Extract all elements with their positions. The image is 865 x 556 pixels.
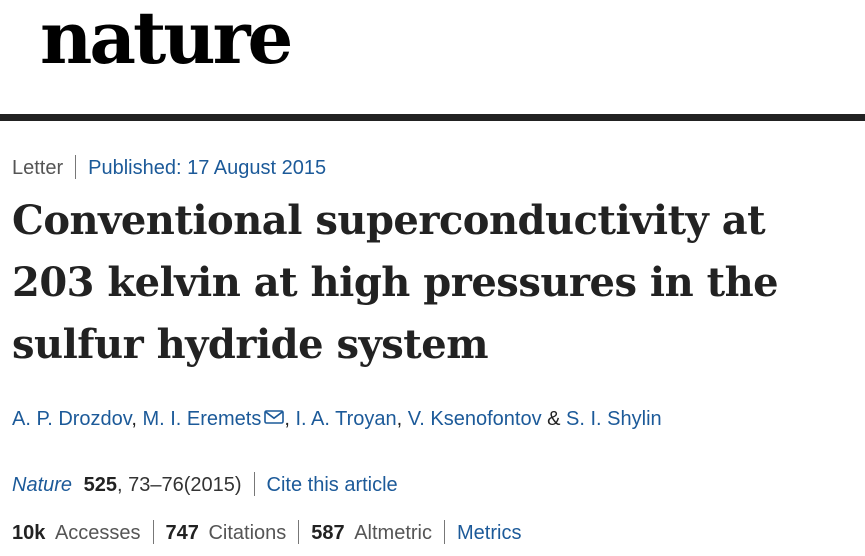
citations-label: Citations (208, 522, 287, 544)
journal-link[interactable]: Nature (12, 474, 73, 496)
author-separator: , (284, 408, 296, 430)
accesses-count: 10k (12, 522, 46, 544)
author-separator-last: & (541, 408, 567, 430)
divider (75, 154, 77, 179)
cite-this-article-link[interactable]: Cite this article (266, 474, 398, 496)
site-header: nature (0, 0, 865, 114)
divider (253, 471, 255, 496)
journal-volume: 525 (83, 474, 117, 496)
author-link[interactable]: S. I. Shylin (566, 408, 662, 430)
author-link[interactable]: V. Ksenofontov (407, 408, 542, 430)
article-type: Letter (12, 157, 64, 179)
header-divider (0, 114, 865, 121)
author-separator: , (131, 408, 143, 430)
article-title: Conventional superconductivity at 203 ke… (12, 197, 779, 368)
altmetric-count: 587 (311, 522, 345, 544)
divider (298, 519, 300, 544)
author-link[interactable]: I. A. Troyan (295, 408, 397, 430)
author-link-corresponding[interactable]: M. I. Eremets (142, 408, 285, 430)
nature-logo[interactable]: nature (40, 0, 293, 80)
author-separator: , (396, 408, 408, 430)
published-date-link[interactable]: Published: 17 August 2015 (88, 157, 327, 179)
accesses-label: Accesses (54, 522, 141, 544)
citations-count: 747 (165, 522, 199, 544)
divider (444, 519, 446, 544)
pages-year: , 73–76(2015) (116, 474, 242, 496)
altmetric-label: Altmetric (354, 522, 433, 544)
article-meta: Letter Published: 17 August 2015 (12, 154, 326, 182)
envelope-icon[interactable] (264, 409, 285, 424)
citation-row: Nature 525, 73–76(2015) Cite this article (12, 470, 398, 500)
divider (152, 519, 154, 544)
metrics-row: 10k Accesses 747 Citations 587 Altmetric Me… (12, 518, 521, 548)
author-list: A. P. Drozdov, M. I. Eremets, I. A. Troy… (12, 404, 662, 434)
author-name: M. I. Eremets (142, 408, 262, 430)
author-link[interactable]: A. P. Drozdov (12, 408, 132, 430)
metrics-link[interactable]: Metrics (457, 522, 522, 544)
